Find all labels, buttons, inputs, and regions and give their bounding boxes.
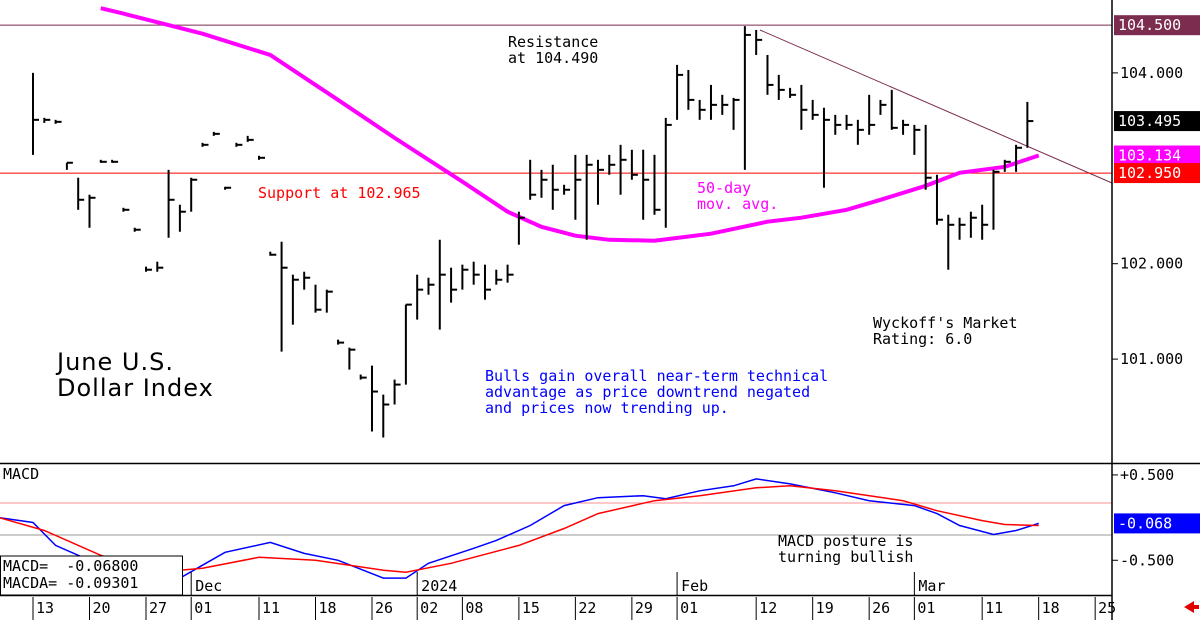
x-tick-label: 19 — [816, 599, 834, 617]
x-tick-label: 01 — [680, 599, 698, 617]
annotation: advantage as price downtrend negated — [485, 383, 810, 401]
readout: MACDA= -0.09301 — [3, 574, 138, 592]
x-tick-label: 13 — [36, 599, 54, 617]
x-tick-label: 20 — [92, 599, 110, 617]
x-tick-label: 18 — [1042, 599, 1060, 617]
month-label: 2024 — [421, 577, 457, 595]
price-label: 103.134 — [1118, 147, 1181, 165]
x-tick-label: 27 — [149, 599, 167, 617]
annotation: turning bullish — [778, 548, 913, 566]
y-tick-label: 102.000 — [1120, 255, 1183, 273]
month-label: Mar — [918, 577, 945, 595]
price-label-box — [1114, 513, 1200, 534]
annotation: Wyckoff's Market — [873, 314, 1018, 332]
annotation: 50-day — [697, 179, 751, 197]
x-tick-label: 12 — [759, 599, 777, 617]
price-label-box — [1114, 163, 1200, 184]
x-tick-label: 11 — [262, 599, 280, 617]
annotation: Bulls gain overall near-term technical — [485, 367, 828, 385]
annotation: Resistance — [508, 33, 598, 51]
x-tick-label: 02 — [420, 599, 438, 617]
series-line — [0, 478, 1039, 581]
price-label-box — [1114, 145, 1200, 166]
month-label: Dec — [195, 577, 222, 595]
price-label: 102.950 — [1118, 164, 1181, 182]
series-line — [100, 6, 1040, 243]
annotation: at 104.490 — [508, 49, 598, 67]
x-tick-label: 18 — [318, 599, 336, 617]
chart-title: June U.S. — [55, 348, 174, 376]
scroll-arrow[interactable] — [1184, 601, 1199, 613]
y-tick-label: 104.000 — [1120, 64, 1183, 82]
x-tick-label: 15 — [522, 599, 540, 617]
x-tick-label: 01 — [917, 599, 935, 617]
x-tick-label: 22 — [578, 599, 596, 617]
price-label-box — [1114, 111, 1200, 132]
x-tick-label: 25 — [1098, 599, 1116, 617]
x-tick-label: 08 — [465, 599, 483, 617]
readout: MACD= -0.06800 — [3, 557, 138, 575]
price-label: -0.068 — [1118, 514, 1172, 532]
price-label: 103.495 — [1118, 112, 1181, 130]
panel-title: MACD — [3, 465, 39, 483]
annotation: Rating: 6.0 — [873, 330, 972, 348]
x-tick-label: 26 — [375, 599, 393, 617]
y-tick-label: 101.000 — [1120, 350, 1183, 368]
annotation: and prices now trending up. — [485, 399, 729, 417]
panel — [0, 6, 1112, 438]
y-tick-label: -0.500 — [1120, 551, 1174, 569]
annotation: MACD posture is — [778, 532, 913, 550]
x-tick-label: 29 — [635, 599, 653, 617]
trend-line — [759, 29, 1113, 184]
chart-title: Dollar Index — [57, 374, 214, 402]
y-tick-label: +0.500 — [1120, 466, 1174, 484]
annotation: Support at 102.965 — [258, 184, 421, 202]
price-label: 104.500 — [1118, 16, 1181, 34]
plot-layer — [0, 6, 1112, 581]
x-tick-label: 01 — [194, 599, 212, 617]
series-line — [0, 485, 1039, 573]
annotation: mov. avg. — [697, 195, 778, 213]
panel — [0, 478, 1039, 581]
x-tick-label: 11 — [985, 599, 1003, 617]
readout-box — [0, 555, 183, 596]
price-label-box — [1114, 15, 1200, 36]
x-tick-label: 26 — [872, 599, 890, 617]
month-label: Feb — [681, 577, 708, 595]
